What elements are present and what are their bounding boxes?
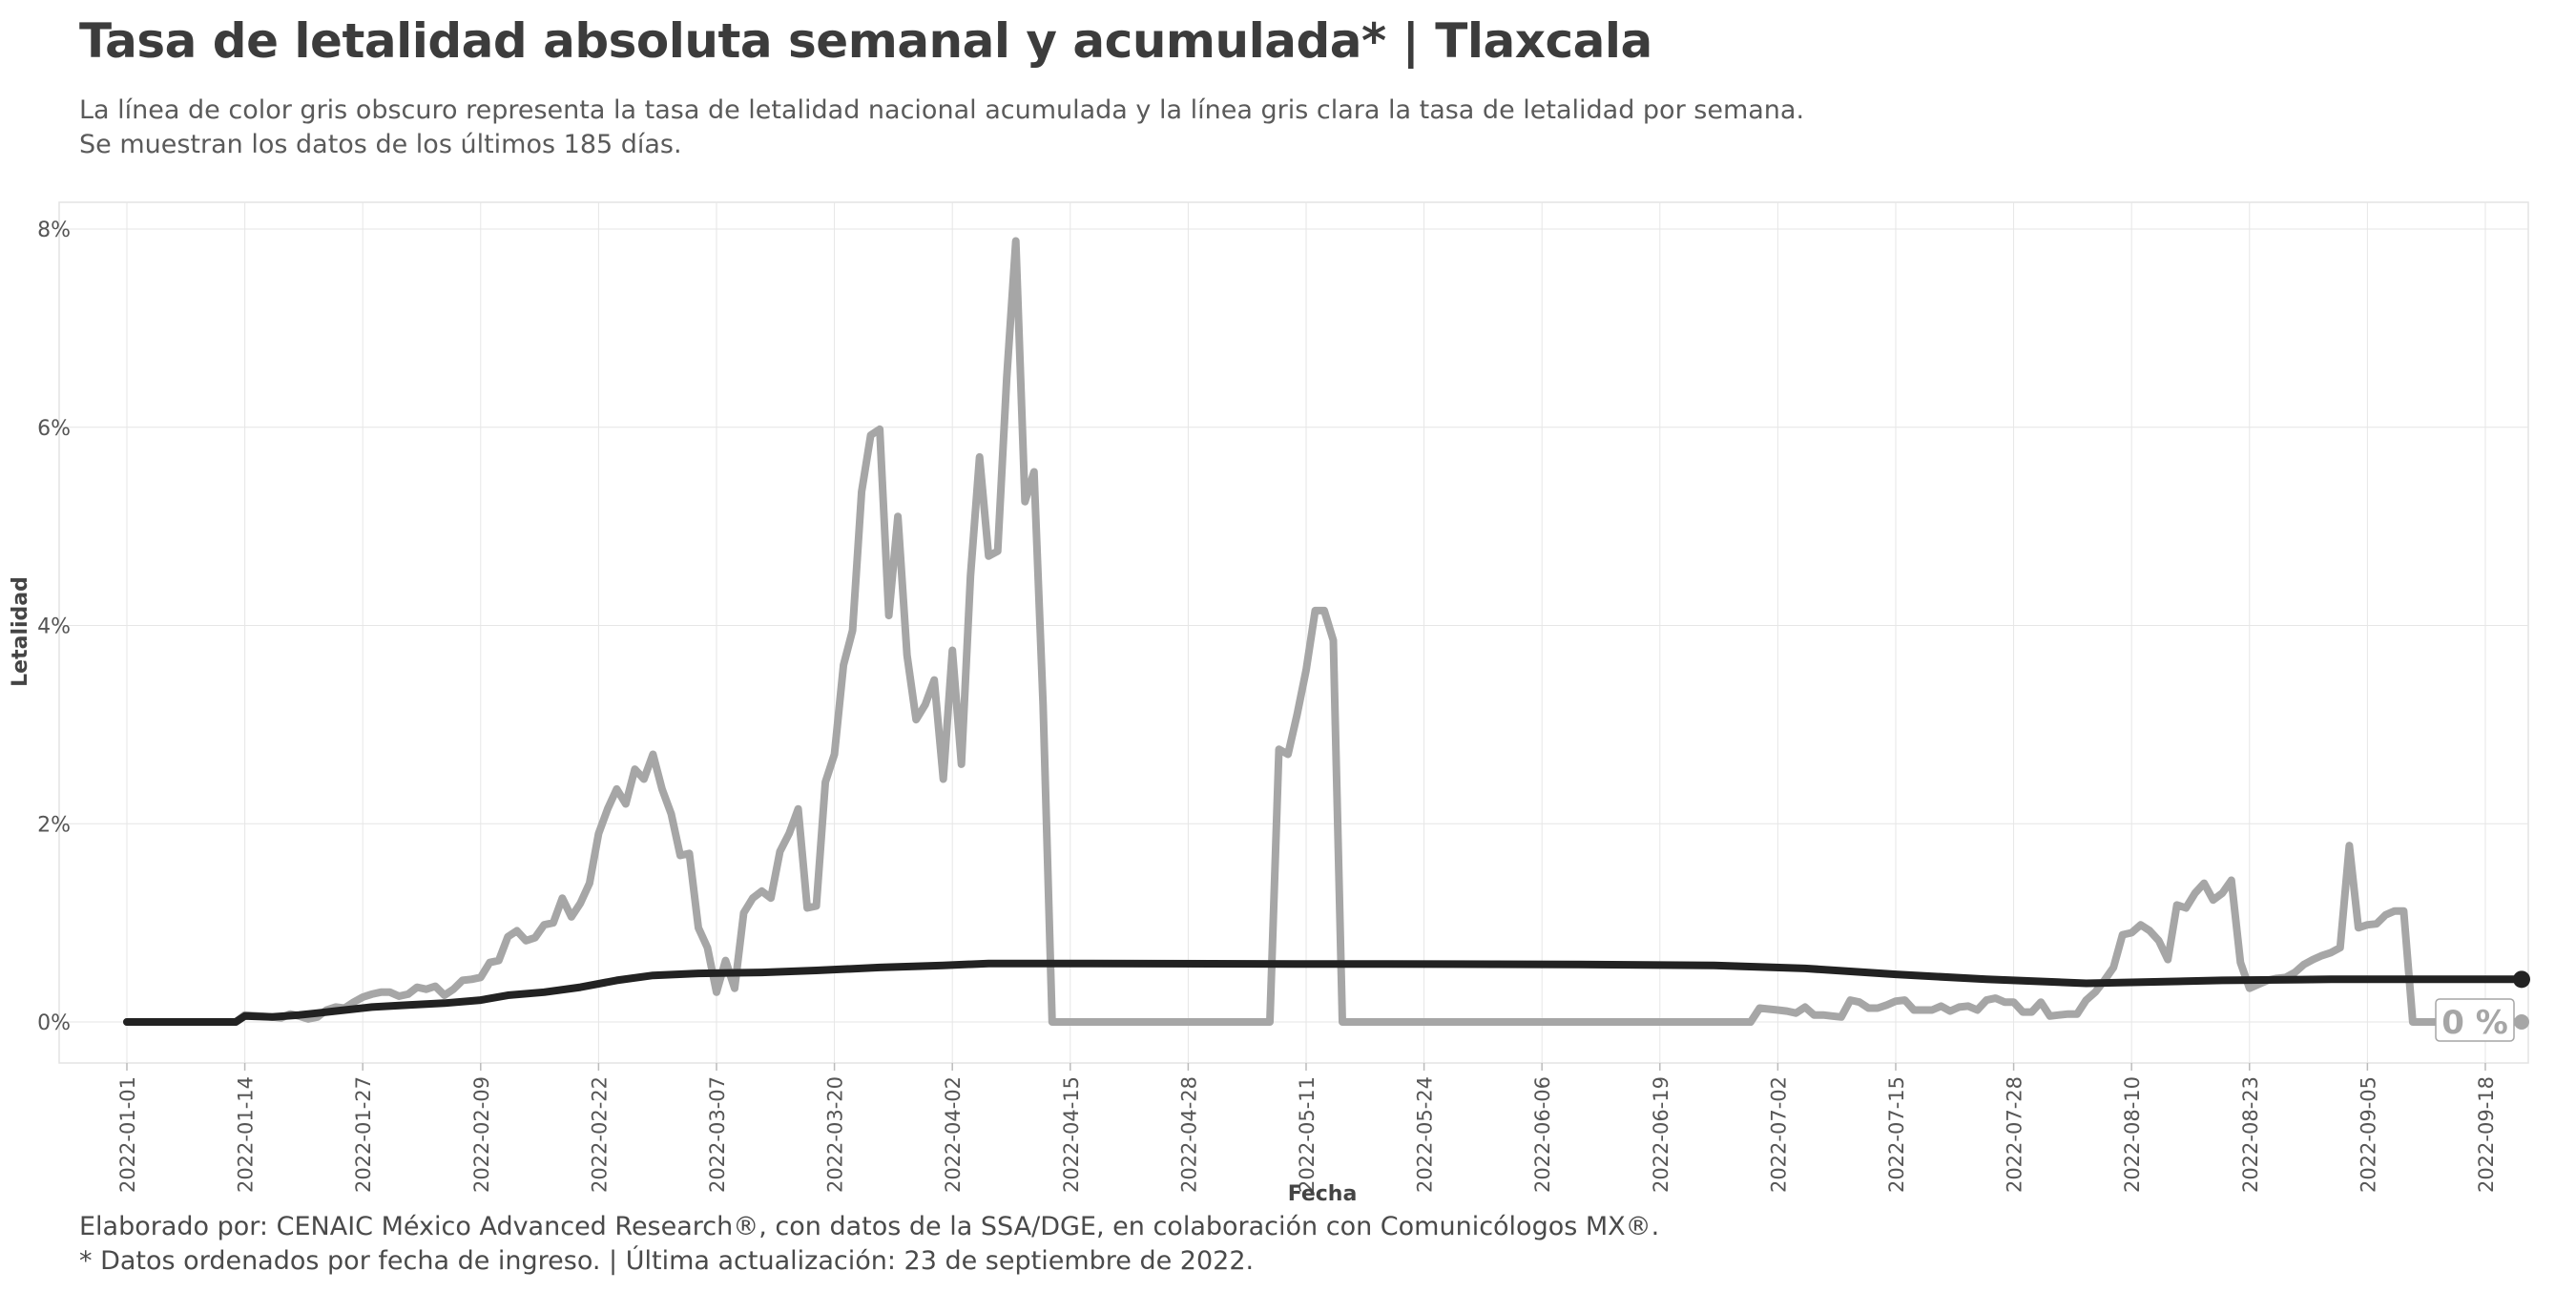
x-tick-label: 2022-03-20 bbox=[824, 1076, 847, 1193]
y-axis-label: Letalidad bbox=[9, 576, 32, 687]
x-axis-label: Fecha bbox=[1288, 1182, 1358, 1206]
end-markers: 0 % bbox=[2435, 970, 2530, 1042]
caption-line-1: Elaborado por: CENAIC México Advanced Re… bbox=[79, 1212, 1660, 1241]
grid-lines bbox=[59, 202, 2528, 1063]
x-tick-label: 2022-07-02 bbox=[1767, 1076, 1790, 1193]
x-tick-label: 2022-08-23 bbox=[2239, 1076, 2262, 1193]
y-tick-label: 6% bbox=[37, 417, 71, 441]
x-tick-label: 2022-08-10 bbox=[2121, 1076, 2144, 1193]
x-axis: 2022-01-01 2022-01-14 2022-01-27 2022-02-09… bbox=[116, 1063, 2498, 1193]
subtitle-line-2: Se muestran los datos de los últimos 185… bbox=[79, 130, 682, 159]
x-tick-label: 2022-01-01 bbox=[116, 1076, 139, 1193]
x-tick-label: 2022-04-02 bbox=[942, 1076, 965, 1193]
plot-panel bbox=[58, 201, 2529, 1064]
cumulative-end-point bbox=[2513, 970, 2530, 989]
x-tick-label: 2022-04-15 bbox=[1060, 1076, 1083, 1193]
subtitle-line-1: La línea de color gris obscuro represent… bbox=[79, 95, 1805, 125]
y-tick-label: 2% bbox=[37, 813, 71, 837]
end-value-label: 0 % bbox=[2441, 1004, 2508, 1042]
x-tick-label: 2022-09-05 bbox=[2357, 1076, 2379, 1193]
y-tick-label: 8% bbox=[37, 219, 71, 242]
y-axis: 0% 2% 4% 6% 8% bbox=[37, 219, 71, 1035]
x-tick-label: 2022-05-24 bbox=[1414, 1076, 1437, 1193]
x-tick-label: 2022-02-22 bbox=[588, 1076, 611, 1193]
x-tick-label: 2022-03-07 bbox=[706, 1076, 729, 1193]
weekly-end-point bbox=[2514, 1014, 2529, 1030]
x-tick-label: 2022-09-18 bbox=[2475, 1076, 2498, 1193]
x-tick-label: 2022-04-28 bbox=[1177, 1076, 1200, 1193]
x-tick-label: 2022-06-19 bbox=[1650, 1076, 1672, 1193]
x-tick-label: 2022-01-27 bbox=[352, 1076, 375, 1193]
caption-line-2: * Datos ordenados por fecha de ingreso. … bbox=[79, 1246, 1255, 1276]
x-tick-label: 2022-06-06 bbox=[1531, 1076, 1554, 1193]
series-group bbox=[123, 237, 2525, 1026]
y-tick-label: 0% bbox=[37, 1011, 71, 1035]
series-line-cumulative bbox=[123, 959, 2525, 1026]
x-tick-label: 2022-01-14 bbox=[235, 1076, 258, 1193]
series-line-weekly bbox=[123, 237, 2525, 1026]
chart-subtitle: La línea de color gris obscuro represent… bbox=[79, 94, 1804, 162]
end-value-label-box bbox=[2435, 998, 2515, 1042]
chart-title: Tasa de letalidad absoluta semanal y acu… bbox=[79, 13, 1652, 69]
y-tick-label: 4% bbox=[37, 615, 71, 639]
x-tick-label: 2022-05-11 bbox=[1296, 1076, 1319, 1193]
x-tick-label: 2022-07-15 bbox=[1885, 1076, 1908, 1193]
x-tick-label: 2022-07-28 bbox=[2004, 1076, 2026, 1193]
chart-caption: Elaborado por: CENAIC México Advanced Re… bbox=[79, 1210, 1659, 1279]
x-tick-label: 2022-02-09 bbox=[470, 1076, 493, 1193]
